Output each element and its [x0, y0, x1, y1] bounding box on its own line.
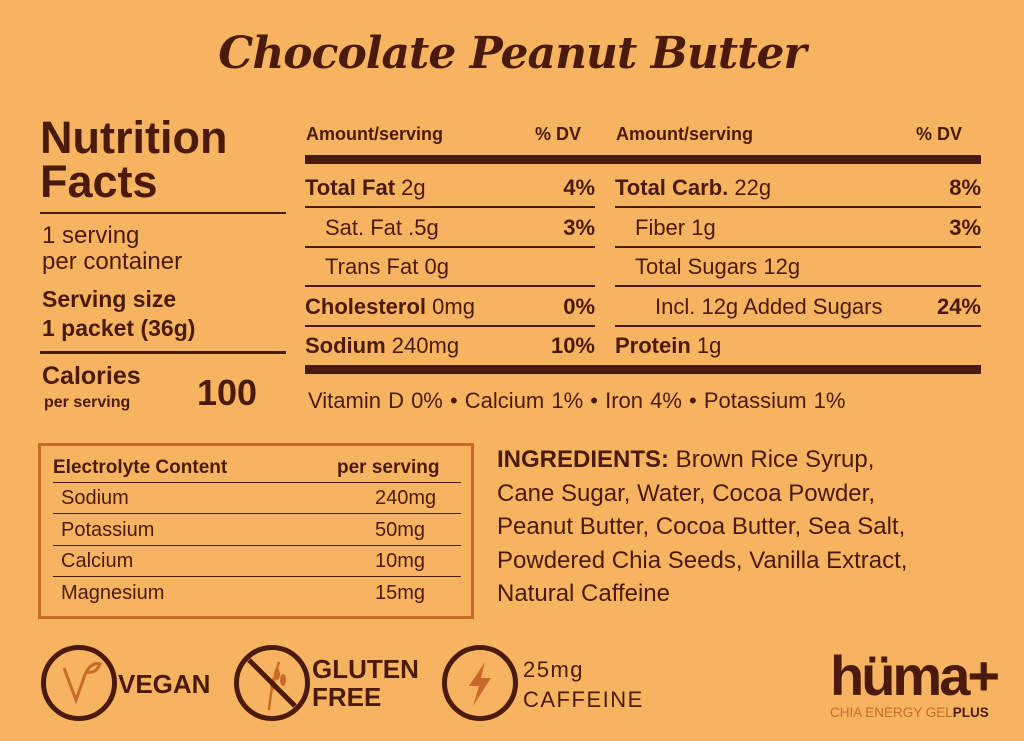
nutrient-dv: 3% [563, 214, 595, 240]
electrolyte-value: 10mg [375, 550, 426, 572]
gluten-line-2: FREE [312, 682, 382, 712]
nutrient-amount: 0mg [432, 293, 475, 319]
nutrient-amount: .5g [408, 214, 439, 240]
ingredients: INGREDIENTS: Brown Rice Syrup, Cane Suga… [497, 443, 907, 611]
calories-value: 100 [197, 372, 258, 413]
nutrient-row: Total Fat 2g 4% [305, 168, 595, 208]
nutrient-row: Total Carb. 22g 8% [615, 168, 981, 208]
servings-line-1: 1 serving [42, 222, 140, 249]
heading-line-2: Facts [40, 156, 158, 207]
nutrient-amount: 12g [763, 254, 801, 279]
divider [40, 212, 286, 214]
thick-bar [305, 365, 981, 374]
nutrient-amount: 0g [424, 254, 449, 279]
nutrient-dv: 3% [949, 214, 981, 240]
brand-tagline: CHIA ENERGY GELPLUS [830, 705, 989, 720]
electrolyte-value: 240mg [375, 487, 437, 509]
servings-line-2: per container [42, 248, 183, 275]
electrolyte-name: Calcium [61, 550, 134, 572]
servings-per-container: 1 serving per container [42, 223, 182, 275]
nutrition-facts-heading: Nutrition Facts [40, 112, 228, 207]
electrolyte-box: Electrolyte Content per serving Sodium 24… [38, 443, 474, 619]
gluten-line-1: GLUTEN [312, 654, 419, 684]
nutrient-name: Total Sugars [635, 254, 758, 279]
serving-size-label: Serving size [42, 286, 177, 312]
electrolyte-header-label: Electrolyte Content [53, 457, 228, 478]
electrolyte-value: 50mg [375, 518, 426, 541]
electrolyte-row: Sodium 240mg [53, 483, 461, 514]
nutrient-dv: 24% [936, 293, 981, 319]
divider [40, 351, 286, 354]
electrolyte-name: Potassium [61, 518, 155, 541]
heading-line-1: Nutrition [40, 112, 228, 163]
ingredients-line: Natural Caffeine [497, 580, 670, 607]
tagline-main: CHIA ENERGY GEL [830, 705, 953, 720]
nutrient-amount: 1g [691, 214, 716, 240]
nutrient-name: Total Carb. [615, 175, 729, 200]
caffeine-amount: 25mg [523, 657, 585, 682]
nutrient-row: Total Sugars 12g [615, 247, 981, 287]
nutrient-row: Fiber 1g 3% [615, 208, 981, 248]
nutrient-dv: 8% [949, 175, 981, 200]
electrolyte-row: Potassium 50mg [53, 515, 461, 546]
electrolyte-header: Electrolyte Content per serving [53, 452, 461, 483]
thick-bar [305, 155, 981, 164]
nutrient-row: Cholesterol 0mg 0% [305, 287, 595, 327]
nutrient-amount: 1g [696, 333, 722, 358]
nutrient-row: Sodium 240mg 10% [305, 326, 595, 366]
nutrient-dv: 4% [563, 175, 595, 200]
nutrient-name: Total Fat [305, 175, 396, 200]
ingredients-line: Brown Rice Syrup, [669, 446, 875, 473]
caffeine-text: CAFFEINE [523, 687, 644, 712]
vegan-v-leaf-icon [41, 645, 117, 721]
electrolyte-name: Magnesium [61, 581, 165, 604]
ingredients-line: Cane Sugar, Water, Cocoa Powder, [497, 479, 875, 507]
electrolyte-row: Calcium 10mg [53, 546, 461, 577]
huma-logo: hüma+ [830, 644, 1000, 707]
electrolyte-header-value: per serving [337, 457, 440, 478]
nutrient-name: Incl. 12g Added Sugars [655, 293, 883, 319]
nutrient-row: Trans Fat 0g [305, 247, 595, 287]
nutrient-row: Incl. 12g Added Sugars 24% [615, 287, 981, 327]
gluten-free-label: GLUTEN FREE [312, 655, 419, 711]
nutrient-name: Trans Fat [325, 254, 419, 279]
ingredients-label: INGREDIENTS: [497, 446, 670, 473]
ingredients-line: Peanut Butter, Cocoa Butter, Sea Salt, [497, 513, 906, 540]
vegan-label: VEGAN [118, 669, 211, 699]
no-wheat-icon [234, 645, 310, 721]
calories-label: Calories [42, 362, 141, 390]
ingredients-line: Powdered Chia Seeds, Vanilla Extract, [497, 546, 908, 574]
product-title: Chocolate Peanut Butter [218, 28, 806, 79]
header-amount-left: Amount/serving [306, 124, 444, 144]
nutrient-amount: 240mg [391, 333, 460, 358]
header-dv-left: % DV [535, 124, 582, 144]
nutrient-name: Cholesterol [305, 293, 427, 319]
nutrient-name: Sat. Fat [325, 214, 403, 240]
nutrient-name: Protein [615, 333, 691, 358]
calories-sub: per serving [44, 394, 131, 411]
nutrient-amount: 22g [734, 175, 772, 200]
serving-size-value: 1 packet (36g) [42, 315, 196, 341]
header-amount-right: Amount/serving [616, 124, 754, 144]
nutrient-name: Sodium [305, 333, 386, 358]
electrolyte-value: 15mg [375, 581, 426, 604]
caffeine-label: 25mg CAFFEINE [523, 655, 644, 715]
nutrient-dv: 0% [563, 293, 595, 319]
vitamins-minerals: Vitamin D 0% • Calcium 1% • Iron 4% • Po… [308, 388, 846, 413]
nutrient-dv: 10% [550, 333, 595, 358]
nutrient-row: Protein 1g [615, 326, 981, 366]
nutrient-row: Sat. Fat .5g 3% [305, 208, 595, 248]
tagline-plus: PLUS [952, 705, 989, 720]
electrolyte-row: Magnesium 15mg [53, 578, 461, 609]
nutrient-name: Fiber [635, 214, 686, 240]
electrolyte-name: Sodium [61, 487, 129, 509]
serving-size: Serving size 1 packet (36g) [42, 285, 195, 343]
nutrient-amount: 2g [401, 175, 426, 200]
header-dv-right: % DV [916, 124, 963, 144]
lightning-bolt-icon [442, 645, 518, 721]
